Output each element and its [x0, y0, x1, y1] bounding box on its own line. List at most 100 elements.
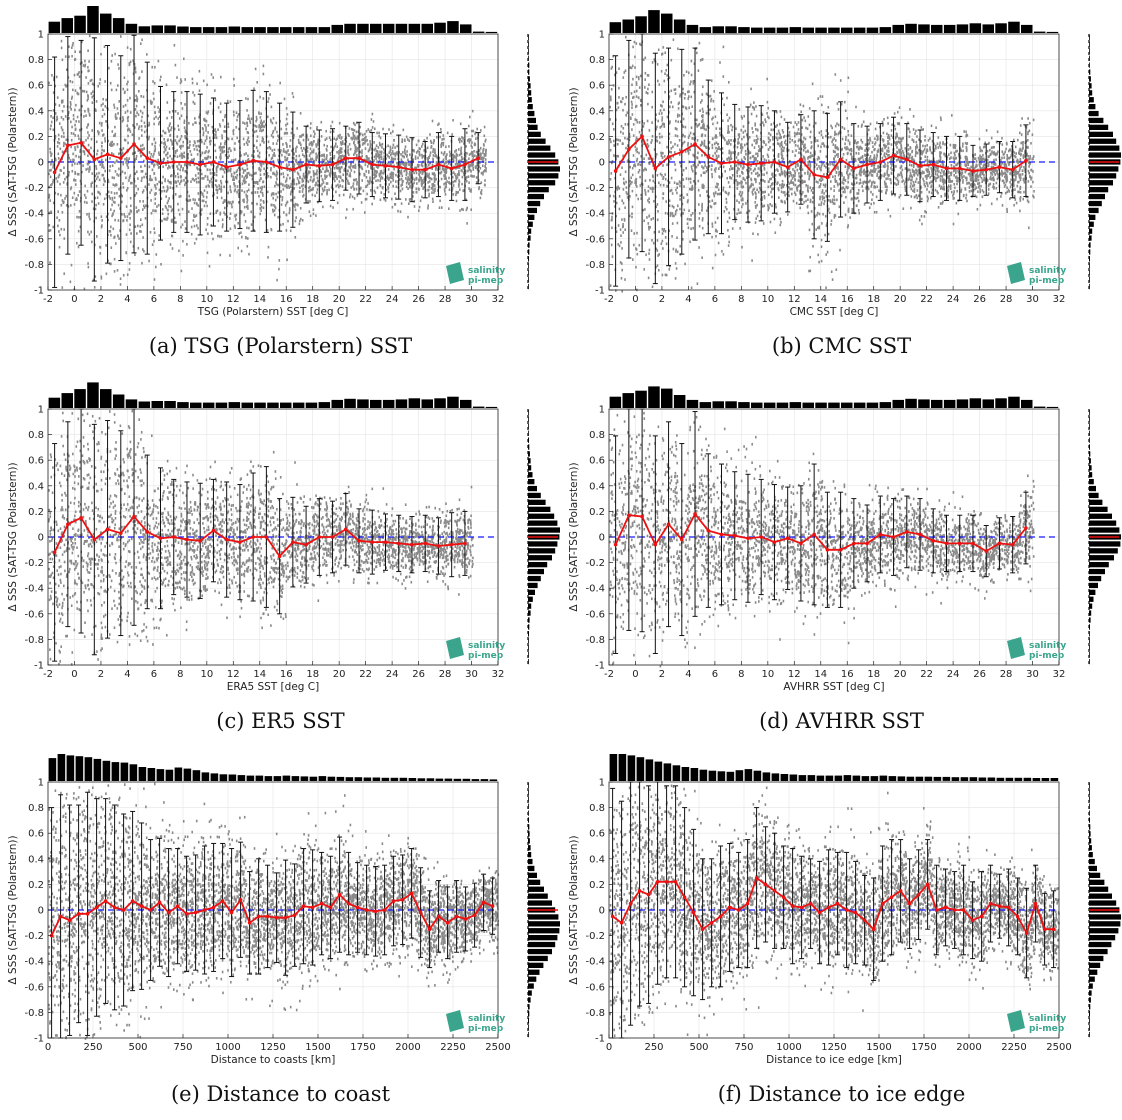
scatter-point	[693, 133, 695, 136]
scatter-point	[467, 170, 469, 173]
scatter-point	[114, 270, 116, 273]
scatter-point	[57, 96, 59, 99]
scatter-point	[267, 229, 269, 232]
scatter-point	[466, 132, 468, 135]
scatter-point	[343, 173, 345, 176]
scatter-point	[217, 235, 219, 238]
y-tick-label: 0	[38, 158, 44, 169]
scatter-point	[665, 69, 667, 72]
scatter-point	[170, 129, 172, 132]
scatter-point	[159, 79, 161, 82]
scatter-point	[340, 184, 342, 187]
scatter-point	[153, 172, 155, 175]
scatter-point	[634, 118, 636, 121]
scatter-point	[683, 196, 685, 199]
scatter-point	[439, 200, 441, 203]
scatter-point	[258, 167, 260, 170]
scatter-point	[405, 145, 407, 148]
scatter-point	[125, 177, 127, 180]
scatter-point	[162, 176, 164, 179]
scatter-point	[417, 150, 419, 153]
scatter-point	[154, 111, 156, 114]
scatter-point	[400, 190, 402, 193]
scatter-point	[145, 173, 147, 176]
scatter-point	[261, 130, 263, 133]
scatter-point	[624, 137, 626, 140]
scatter-point	[303, 175, 305, 178]
scatter-point	[468, 125, 470, 128]
scatter-point	[254, 172, 256, 175]
scatter-point	[181, 91, 183, 94]
x-tick-label: 20	[333, 294, 346, 305]
scatter-point	[692, 212, 694, 215]
scatter-point	[674, 89, 676, 92]
scatter-point	[228, 126, 230, 129]
scatter-point	[75, 89, 77, 92]
scatter-point	[263, 120, 265, 123]
scatter-point	[738, 182, 740, 185]
scatter-point	[625, 181, 627, 184]
scatter-point	[167, 127, 169, 130]
scatter-point	[419, 154, 421, 157]
scatter-point	[101, 275, 103, 278]
scatter-point	[648, 201, 650, 204]
scatter-point	[88, 144, 90, 147]
scatter-point	[169, 111, 171, 114]
scatter-point	[336, 145, 338, 148]
scatter-point	[57, 141, 59, 144]
scatter-point	[657, 140, 659, 143]
scatter-point	[700, 127, 702, 130]
scatter-point	[726, 113, 728, 116]
scatter-point	[699, 225, 701, 228]
scatter-point	[393, 153, 395, 156]
top-histogram-bar	[396, 24, 408, 33]
scatter-point	[124, 215, 126, 218]
scatter-point	[484, 135, 486, 138]
scatter-point	[164, 180, 166, 183]
scatter-point	[228, 201, 230, 204]
scatter-point	[356, 154, 358, 157]
scatter-point	[102, 115, 104, 118]
scatter-point	[63, 136, 65, 139]
scatter-point	[127, 273, 129, 276]
scatter-point	[714, 152, 716, 155]
scatter-point	[650, 187, 652, 190]
scatter-point	[711, 206, 713, 209]
scatter-point	[88, 108, 90, 111]
scatter-point	[468, 187, 470, 190]
scatter-point	[329, 166, 331, 169]
scatter-point	[445, 157, 447, 160]
scatter-point	[713, 202, 715, 205]
scatter-point	[195, 122, 197, 125]
scatter-point	[727, 229, 729, 232]
scatter-point	[723, 46, 725, 49]
scatter-point	[246, 190, 248, 193]
scatter-point	[364, 174, 366, 177]
scatter-point	[111, 191, 113, 194]
scatter-point	[648, 74, 650, 77]
scatter-point	[136, 192, 138, 195]
scatter-point	[114, 197, 116, 200]
scatter-point	[409, 198, 411, 201]
scatter-point	[309, 171, 311, 174]
scatter-point	[274, 173, 276, 176]
scatter-point	[729, 117, 731, 120]
scatter-point	[419, 151, 421, 154]
scatter-point	[663, 176, 665, 179]
scatter-point	[401, 141, 403, 144]
scatter-point	[677, 205, 679, 208]
scatter-point	[631, 67, 633, 70]
scatter-point	[231, 175, 233, 178]
scatter-point	[478, 186, 480, 189]
scatter-point	[286, 229, 288, 232]
scatter-point	[640, 164, 642, 167]
scatter-point	[390, 181, 392, 184]
scatter-point	[216, 174, 218, 177]
scatter-point	[315, 214, 317, 217]
scatter-point	[190, 180, 192, 183]
scatter-point	[88, 170, 90, 173]
scatter-point	[480, 152, 482, 155]
scatter-point	[702, 93, 704, 96]
scatter-point	[78, 135, 80, 138]
scatter-point	[118, 237, 120, 240]
